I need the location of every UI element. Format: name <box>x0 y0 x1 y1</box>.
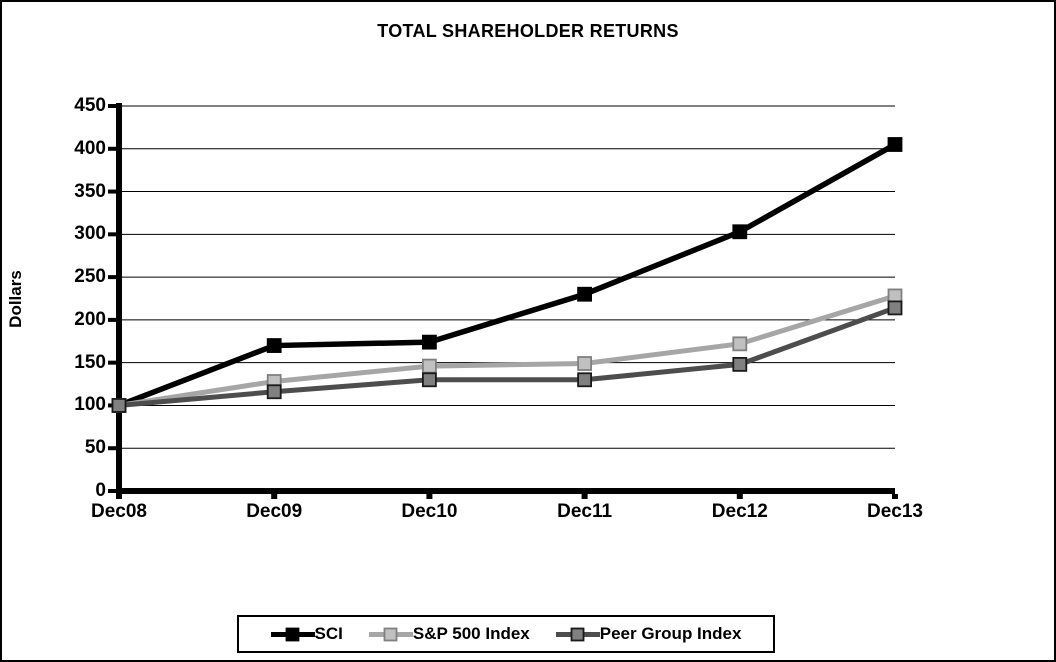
legend-label: S&P 500 Index <box>412 624 530 643</box>
legend-label: SCI <box>314 624 343 643</box>
legend-item-1: SCI <box>270 624 343 644</box>
legend-label: Peer Group Index <box>599 624 742 643</box>
series-marker-3 <box>111 398 127 413</box>
series-line-2 <box>118 293 896 408</box>
series-marker-3 <box>421 372 437 388</box>
y-tick-label: 150 <box>74 351 106 373</box>
series-line-1 <box>118 142 897 409</box>
x-axis-line <box>116 488 895 494</box>
y-tick-label: 100 <box>74 394 106 416</box>
legend-marker-icon <box>555 627 600 641</box>
series-marker-2 <box>421 358 437 374</box>
y-tick <box>108 489 116 493</box>
series-marker-2 <box>577 356 592 371</box>
y-tick-label: 400 <box>74 137 106 159</box>
y-tick <box>108 317 116 322</box>
y-tick <box>108 360 116 365</box>
y-tick-label: 450 <box>74 95 106 116</box>
series-marker-1 <box>266 338 282 353</box>
y-tick <box>108 104 116 108</box>
series-marker-3 <box>887 300 903 316</box>
series-marker-2 <box>732 336 748 352</box>
legend-marker-icon <box>368 627 413 641</box>
x-tick-label: Dec10 <box>401 501 458 522</box>
series-marker-3 <box>732 356 748 372</box>
x-tick-label: Dec12 <box>711 501 768 522</box>
series-line-3 <box>118 305 896 408</box>
x-tick-label: Dec13 <box>867 501 923 522</box>
legend-item-2: S&P 500 Index <box>368 624 530 644</box>
x-tick <box>426 494 433 499</box>
y-axis-line <box>116 103 122 494</box>
series-marker-1 <box>887 137 903 152</box>
legend-marker-icon <box>270 627 315 641</box>
series-marker-1 <box>732 224 748 240</box>
y-tick-label: 0 <box>95 480 106 501</box>
series-marker-3 <box>577 372 592 388</box>
series-marker-3 <box>266 384 282 400</box>
series-marker-2 <box>887 288 903 304</box>
y-tick <box>108 232 116 237</box>
legend: SCI S&P 500 Index Peer Group Index <box>237 615 775 653</box>
x-tick-label: Dec11 <box>557 501 613 522</box>
y-tick-label: 50 <box>84 437 106 459</box>
y-tick-label: 200 <box>74 308 106 330</box>
y-tick-label: 300 <box>74 223 106 245</box>
x-tick <box>116 494 122 499</box>
x-tick <box>271 494 278 499</box>
x-tick-label: Dec08 <box>91 501 147 522</box>
legend-item-3: Peer Group Index <box>555 624 742 644</box>
chart-title: TOTAL SHAREHOLDER RETURNS <box>377 21 679 41</box>
y-tick <box>108 275 116 280</box>
y-tick <box>108 146 116 151</box>
y-tick <box>108 446 116 451</box>
series-marker-1 <box>577 286 592 302</box>
x-tick-label: Dec09 <box>246 501 303 522</box>
x-tick <box>892 494 898 499</box>
series-marker-1 <box>421 334 437 350</box>
y-tick-label: 350 <box>74 180 106 202</box>
y-tick <box>108 189 116 194</box>
x-tick <box>736 494 743 499</box>
y-tick-label: 250 <box>74 266 106 288</box>
x-tick <box>581 494 588 499</box>
